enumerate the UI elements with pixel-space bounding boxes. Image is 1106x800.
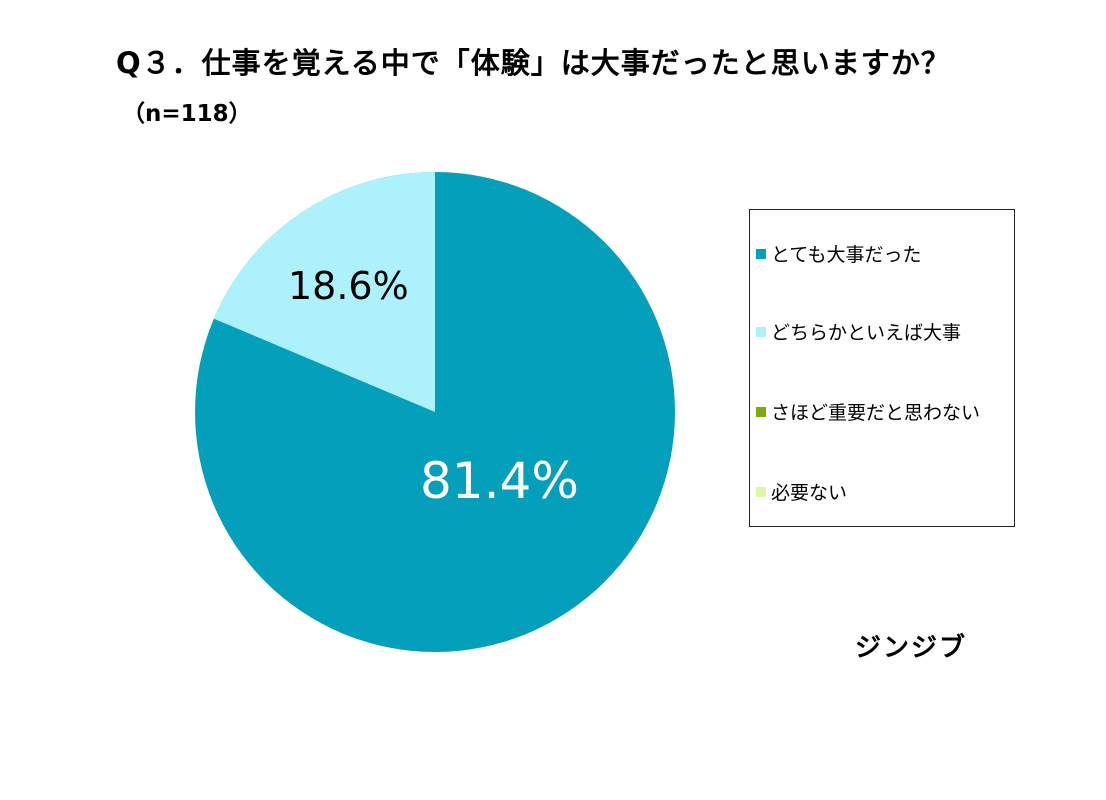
brand-logo: ジンジブ	[855, 633, 968, 663]
legend-label: どちらかといえば大事	[771, 322, 962, 344]
slice-label-very-important: 81.4%	[420, 452, 579, 510]
legend-item-not-needed: 必要ない	[756, 478, 847, 505]
legend-swatch	[756, 248, 766, 259]
legend-item-very-important: とても大事だった	[756, 240, 921, 267]
slice-somewhat-important	[213, 172, 435, 412]
legend: とても大事だった どちらかといえば大事 さほど重要だと思わない 必要ない	[749, 209, 1015, 527]
legend-label: 必要ない	[771, 482, 848, 504]
legend-swatch	[756, 326, 766, 337]
legend-swatch	[756, 406, 766, 417]
chart-title: Q３．仕事を覚える中で「体験」は大事だったと思いますか？	[116, 46, 951, 80]
legend-item-not-very-important: さほど重要だと思わない	[756, 398, 980, 425]
legend-label: さほど重要だと思わない	[771, 402, 981, 424]
legend-swatch	[756, 486, 766, 497]
slice-label-somewhat-important: 18.6%	[288, 264, 409, 308]
legend-item-somewhat-important: どちらかといえば大事	[756, 318, 961, 345]
legend-label: とても大事だった	[771, 244, 922, 266]
sample-size: （n=118）	[122, 101, 252, 127]
